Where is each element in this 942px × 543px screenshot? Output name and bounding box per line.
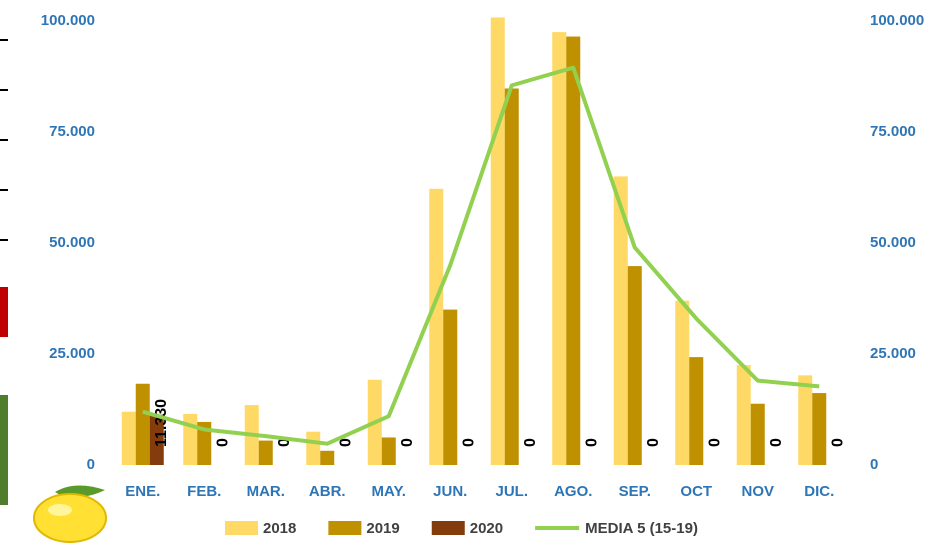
chart: 0 25.000 50.000 75.000 100.000 0 25.000 50.000 7… bbox=[0, 0, 942, 543]
y2-tick-label: 25.000 bbox=[870, 345, 916, 362]
bar bbox=[628, 266, 642, 465]
bar bbox=[675, 301, 689, 465]
bar bbox=[737, 365, 751, 465]
y-tick-label: 50.000 bbox=[49, 234, 95, 251]
bar bbox=[320, 451, 334, 465]
lemon-icon bbox=[34, 485, 106, 542]
bar bbox=[505, 88, 519, 465]
bar bbox=[566, 37, 580, 465]
line bbox=[143, 68, 820, 444]
y2-tick-label: 100.000 bbox=[870, 12, 924, 29]
x-tick-label: SEP. bbox=[619, 483, 651, 500]
x-tick-label: ABR. bbox=[309, 483, 346, 500]
bar bbox=[136, 384, 150, 465]
x-tick-label: ENE. bbox=[125, 483, 160, 500]
x-tick-label: DIC. bbox=[804, 483, 834, 500]
legend-swatch bbox=[225, 521, 258, 535]
bar bbox=[751, 404, 765, 465]
x-tick-label: JUN. bbox=[433, 483, 467, 500]
data-label: 0 bbox=[583, 438, 600, 447]
legend-label: 2018 bbox=[263, 520, 296, 537]
data-label: 0 bbox=[706, 438, 723, 447]
y2-tick-label: 0 bbox=[870, 456, 878, 473]
x-tick-label: FEB. bbox=[187, 483, 221, 500]
data-label: 11.330 bbox=[153, 399, 170, 447]
x-tick-label: MAR. bbox=[247, 483, 285, 500]
y-tick-label: 25.000 bbox=[49, 345, 95, 362]
bar bbox=[429, 189, 443, 465]
x-tick-label: AGO. bbox=[554, 483, 592, 500]
y2-tick-label: 75.000 bbox=[870, 123, 916, 140]
legend-label: 2020 bbox=[470, 520, 503, 537]
y-tick-label: 0 bbox=[87, 456, 95, 473]
y2-tick-label: 50.000 bbox=[870, 234, 916, 251]
data-label: 0 bbox=[768, 438, 785, 447]
page: 0 25.000 50.000 75.000 100.000 0 25.000 50.000 7… bbox=[0, 0, 942, 543]
bar bbox=[812, 393, 826, 465]
data-label: 0 bbox=[460, 438, 477, 447]
bar bbox=[183, 414, 197, 465]
x-tick-label: MAY. bbox=[372, 483, 406, 500]
data-label: 0 bbox=[829, 438, 846, 447]
bar bbox=[122, 412, 136, 465]
x-tick-label: JUL. bbox=[495, 483, 528, 500]
bar bbox=[491, 17, 505, 465]
legend-swatch bbox=[432, 521, 465, 535]
bar bbox=[306, 432, 320, 465]
x-tick-label: NOV bbox=[741, 483, 774, 500]
data-label: 0 bbox=[214, 438, 231, 447]
bar bbox=[798, 375, 812, 465]
legend-swatch bbox=[328, 521, 361, 535]
data-label: 0 bbox=[522, 438, 539, 447]
legend-label: MEDIA 5 (15-19) bbox=[585, 520, 698, 537]
legend-label: 2019 bbox=[366, 520, 399, 537]
bar bbox=[259, 441, 273, 465]
y-tick-label: 100.000 bbox=[41, 12, 95, 29]
bar bbox=[443, 310, 457, 465]
bar bbox=[552, 32, 566, 465]
data-label: 0 bbox=[645, 438, 662, 447]
bar bbox=[382, 437, 396, 465]
left-edge-marks bbox=[0, 40, 8, 505]
x-tick-label: OCT bbox=[680, 483, 712, 500]
data-label: 0 bbox=[399, 438, 416, 447]
y-tick-label: 75.000 bbox=[49, 123, 95, 140]
bar bbox=[689, 357, 703, 465]
